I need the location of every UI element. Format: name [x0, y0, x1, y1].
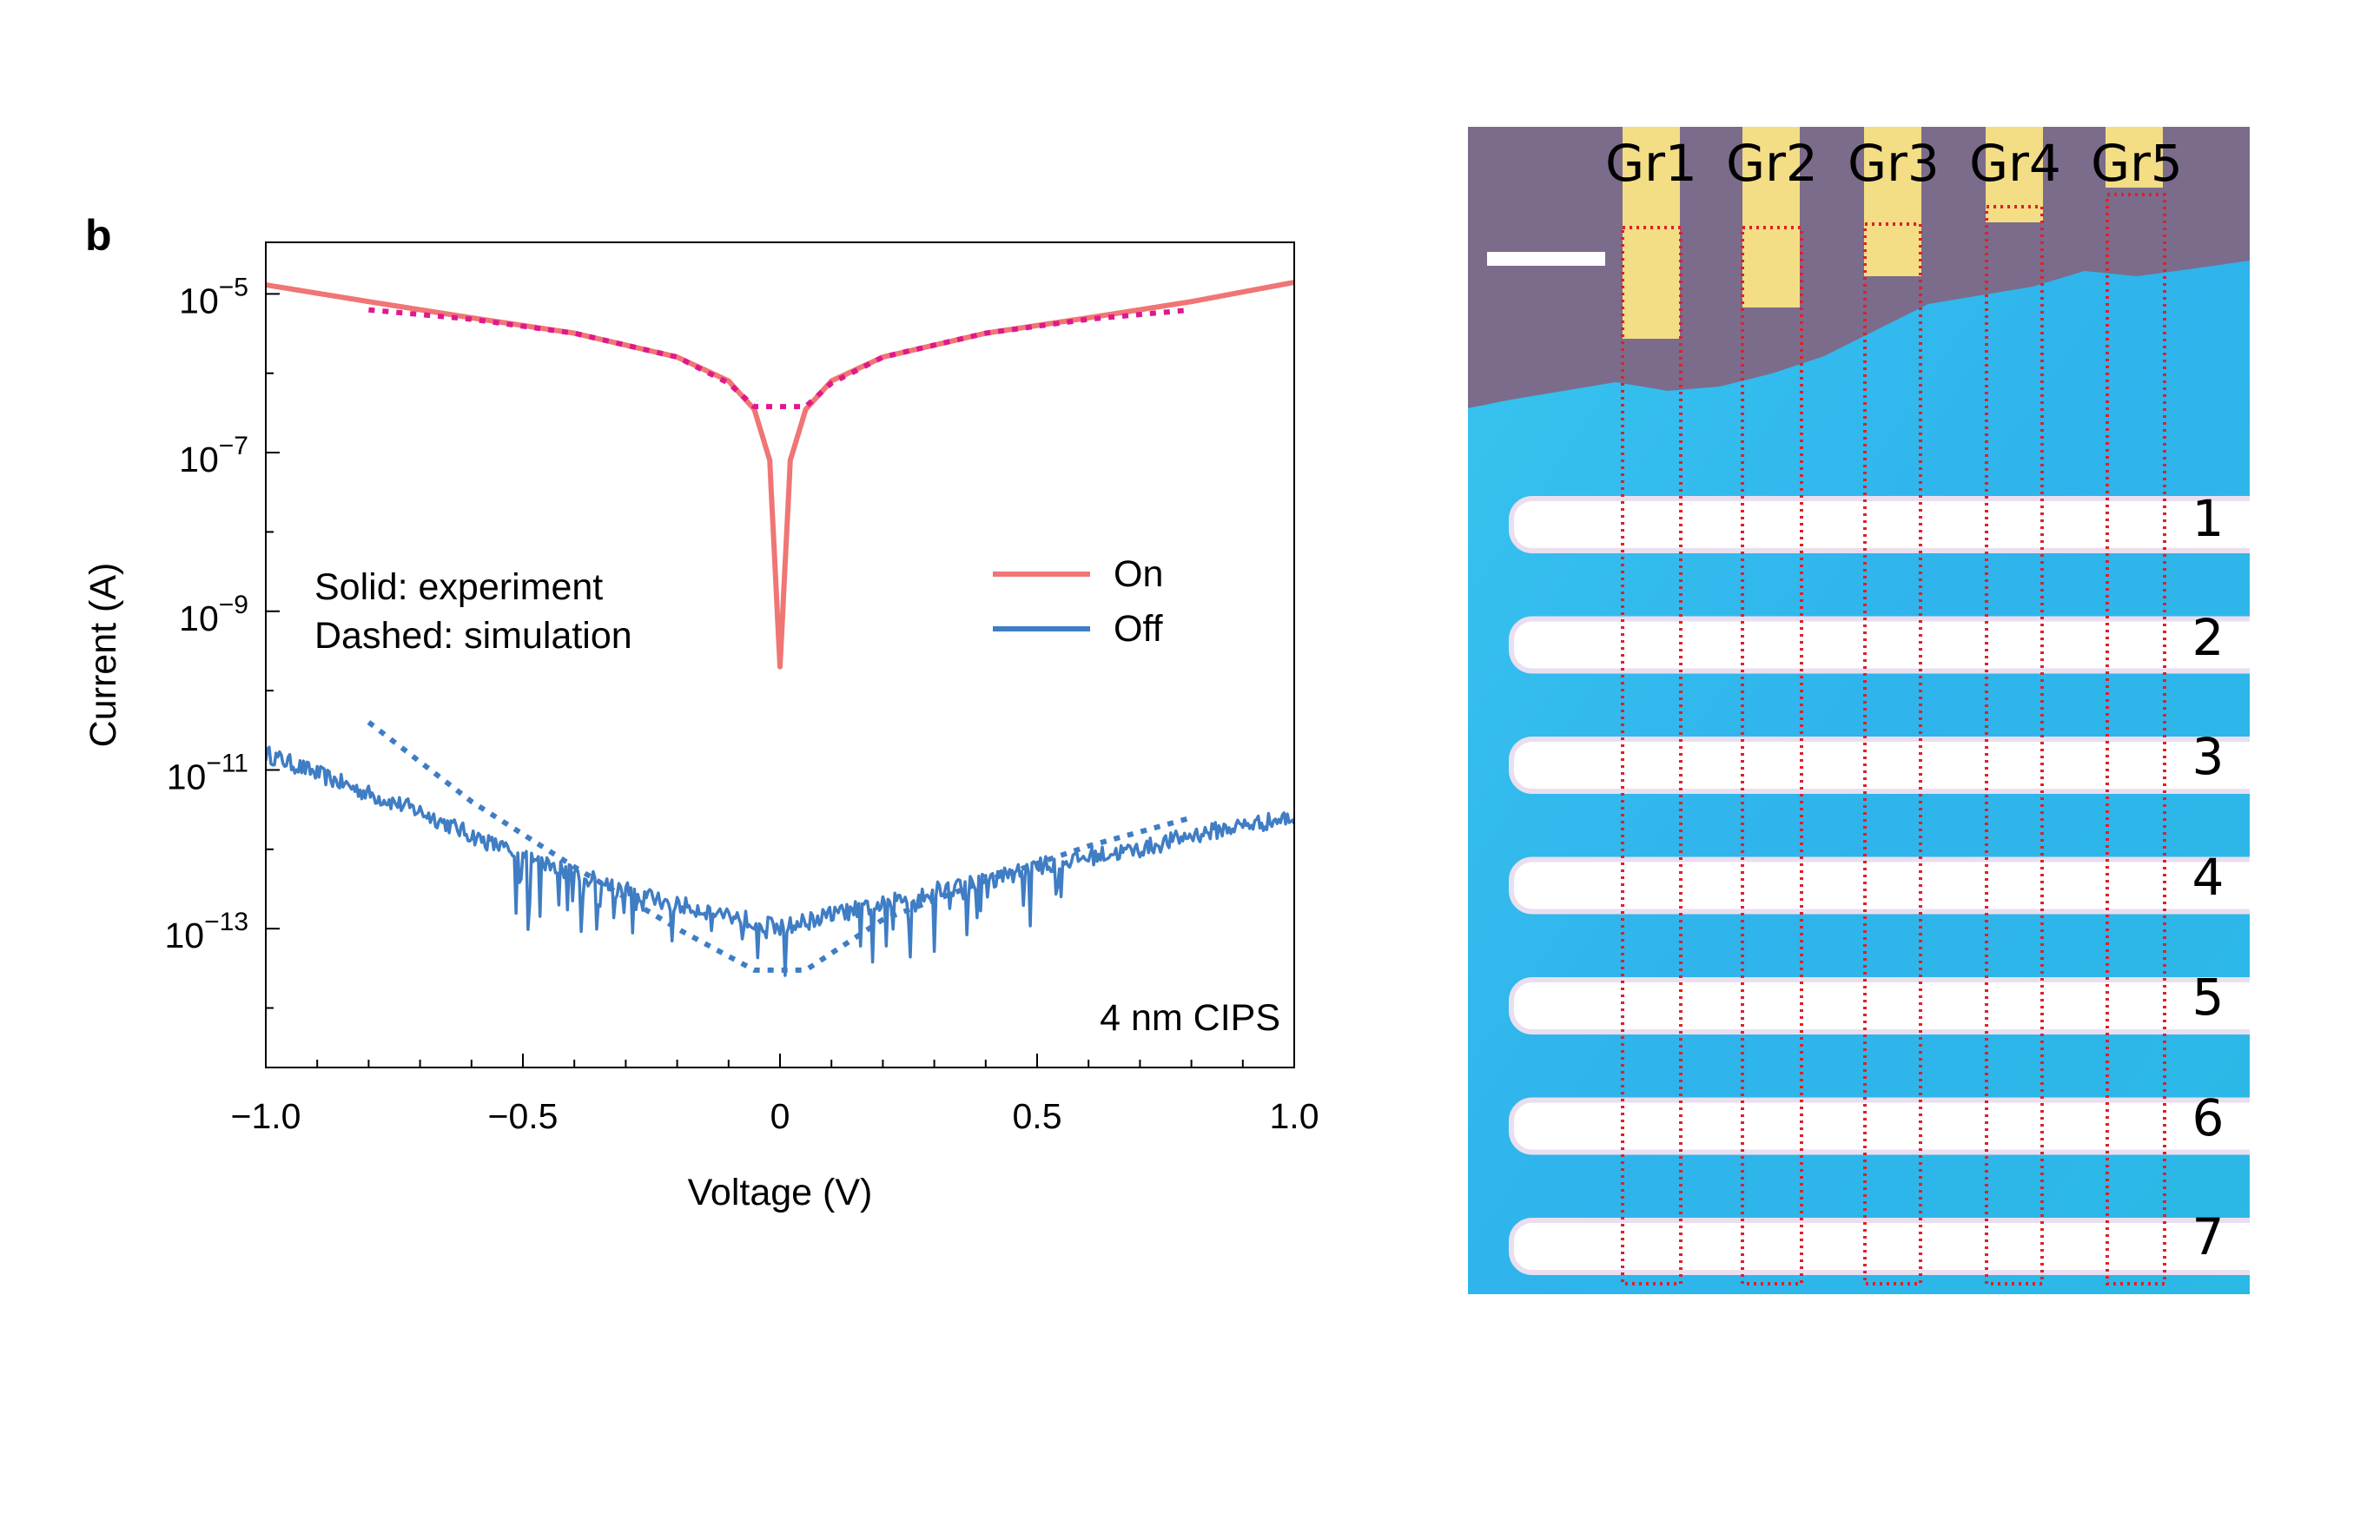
bottom-electrode-bar — [1509, 737, 2250, 794]
bottom-electrode-bar — [1509, 856, 2250, 915]
label-row-1: 1 — [2192, 489, 2225, 548]
label-gr3: Gr3 — [1848, 134, 1940, 193]
annotation-solid: Solid: experiment — [314, 566, 603, 608]
bottom-electrodes — [1509, 496, 2250, 1275]
label-row-2: 2 — [2192, 608, 2225, 667]
gold-pads — [1623, 127, 2163, 339]
y-axis-title: Current (A) — [83, 563, 124, 748]
label-row-3: 3 — [2192, 727, 2225, 786]
x-tick-label: 0.5 — [1013, 1096, 1062, 1136]
scale-bar — [1487, 252, 1605, 266]
label-gr5: Gr5 — [2091, 134, 2183, 193]
gold-pad-gr1 — [1623, 127, 1680, 339]
label-row-5: 5 — [2192, 968, 2225, 1027]
y-tick-label: 10−11 — [167, 749, 248, 796]
device-micrograph — [1468, 127, 2250, 1294]
label-gr2: Gr2 — [1726, 134, 1818, 193]
gold-pad-gr2 — [1742, 127, 1800, 307]
series-layer — [266, 280, 1294, 977]
bottom-electrode-bar — [1509, 616, 2250, 674]
label-row-4: 4 — [2192, 848, 2225, 907]
bottom-electrode-bar — [1509, 1218, 2250, 1275]
bottom-electrode-bar — [1509, 1097, 2250, 1155]
graphene-outlines — [1621, 193, 2166, 1286]
x-axis-title: Voltage (V) — [688, 1172, 873, 1213]
label-gr4: Gr4 — [1969, 134, 2061, 193]
x-axis: −1.0 −0.5 0 0.5 1.0 — [231, 1054, 1319, 1136]
series-on-solid-line — [266, 280, 1294, 670]
y-tick-label: 10−13 — [165, 908, 249, 955]
legend-label-on: On — [1114, 553, 1163, 595]
gold-pad-gr5 — [2106, 127, 2163, 188]
x-tick-label: 0 — [770, 1096, 790, 1136]
label-gr1: Gr1 — [1605, 134, 1697, 193]
y-tick-label: 10−5 — [179, 273, 248, 321]
label-row-6: 6 — [2192, 1088, 2225, 1147]
photo-labels: Gr1 Gr2 Gr3 Gr4 Gr5 1 2 3 4 5 6 7 — [1605, 134, 2224, 1266]
series-off-dashed-line — [367, 720, 1193, 973]
graphene-outline — [1863, 222, 1922, 1286]
iv-chart: −1.0 −0.5 0 0.5 1.0 10−5 10−7 10−9 10−11 10−13 V… — [83, 241, 1319, 1213]
annotation-sample: 4 nm CIPS — [1100, 997, 1280, 1039]
x-tick-label: −0.5 — [488, 1096, 559, 1136]
x-tick-label: −1.0 — [231, 1096, 301, 1136]
legend-label-off: Off — [1114, 608, 1164, 650]
series-off-solid-line — [266, 745, 1294, 977]
y-tick-label: 10−9 — [179, 591, 248, 638]
bottom-electrode-bar — [1509, 977, 2250, 1034]
graphene-outline — [1741, 226, 1803, 1286]
graphene-outline — [2106, 193, 2166, 1286]
series-on-dashed-line — [368, 307, 1192, 410]
graphene-outline — [1621, 226, 1683, 1286]
legend: On Off — [993, 553, 1164, 650]
gold-pad-gr3 — [1864, 127, 1921, 276]
annotation-dashed: Dashed: simulation — [314, 615, 632, 657]
graphene-outline — [1985, 205, 2044, 1286]
y-axis: 10−5 10−7 10−9 10−11 10−13 — [165, 273, 280, 1009]
x-tick-label: 1.0 — [1270, 1096, 1319, 1136]
panel-letter: b — [85, 211, 112, 260]
label-row-7: 7 — [2192, 1207, 2225, 1266]
y-tick-label: 10−7 — [179, 432, 248, 479]
bottom-electrode-bar — [1509, 496, 2250, 553]
